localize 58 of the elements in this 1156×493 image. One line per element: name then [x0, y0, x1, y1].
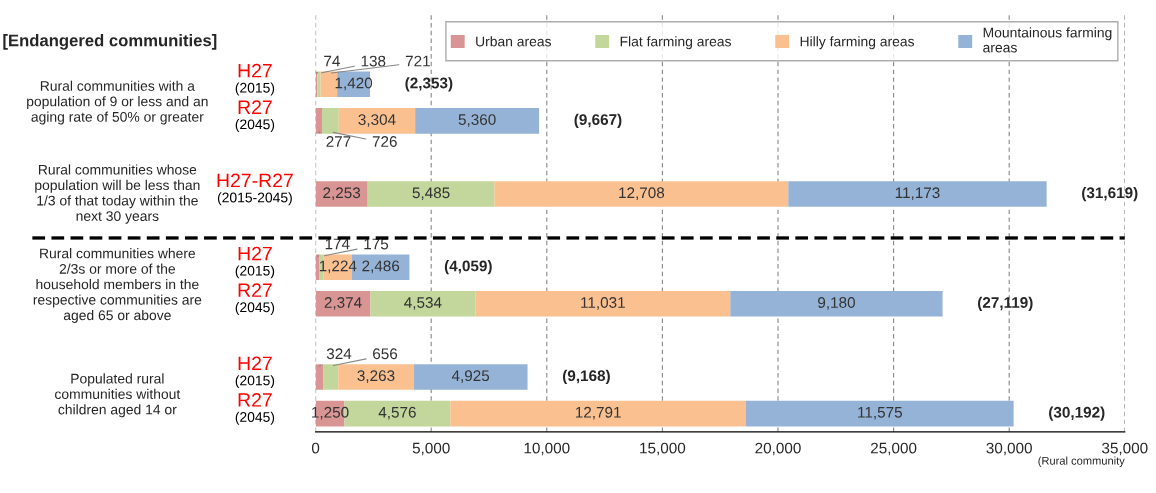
y-tick-label: H27 (2015)	[235, 356, 275, 389]
data-label: 726	[372, 136, 397, 147]
data-label: 12,791	[575, 406, 621, 420]
data-label: 2,374	[324, 297, 362, 310]
text: Populated rural communities without children aged 14 or	[55, 373, 181, 418]
data-label: 3,263	[357, 370, 395, 383]
x-tick-label: 15,000	[640, 442, 686, 456]
total-label: (4,059)	[444, 260, 492, 275]
data-label: 5,485	[412, 187, 450, 200]
y-tick-label: H27-R27 (2015-2045)	[217, 173, 293, 206]
data-label: 3,304	[358, 114, 396, 127]
x-tick-label: 0	[311, 442, 320, 454]
data-label: 11,031	[581, 297, 625, 310]
data-label: 9,180	[818, 297, 855, 310]
x-tick-label: 30,000	[986, 442, 1032, 456]
data-label: 11,173	[895, 187, 940, 200]
data-label: 277	[326, 136, 351, 147]
data-label: 4,576	[378, 406, 416, 420]
text: Rural communities with a population of 9 or less and an aging rate of 50% or greater	[27, 80, 208, 125]
y-tick-label: H27 (2015)	[235, 246, 275, 279]
text: [Endangered communities]	[3, 34, 217, 50]
data-label: 138	[361, 55, 386, 67]
data-label: 4,534	[404, 297, 442, 310]
total-label: (27,119)	[978, 296, 1033, 311]
data-label: 4,925	[451, 370, 490, 383]
x-tick-label: 20,000	[755, 442, 801, 456]
data-label: 11,575	[858, 407, 902, 420]
total-label: (31,619)	[1082, 186, 1138, 202]
x-tick-label: 10,000	[524, 442, 570, 456]
total-label: (2,353)	[405, 77, 453, 92]
total-label: (9,667)	[574, 113, 622, 129]
data-label: 324	[326, 348, 352, 360]
x-axis-title: (Rural community	[1038, 456, 1125, 467]
data-label: 74	[324, 55, 340, 67]
legend-label: Mountainous farming areas	[983, 27, 1112, 53]
x-tick-label: 25,000	[870, 442, 917, 456]
text: Rural communities where 2/3s or more of the household members in the respective communities are aged 65 or above	[33, 248, 202, 323]
data-label: 5,360	[458, 114, 496, 127]
data-label: 175	[364, 238, 389, 250]
legend-label: Flat farming areas	[620, 36, 731, 50]
y-tick-label: R27 (2045)	[235, 393, 275, 425]
y-tick-label: H27 (2015)	[235, 63, 275, 96]
x-tick-label: 5,000	[412, 442, 450, 456]
data-label: 12,708	[619, 187, 665, 200]
text: Rural communities whose population will be less than 1/3 of that today within the next 30 years	[35, 164, 200, 224]
data-label: 1,224	[319, 260, 357, 274]
legend-label: Urban areas	[476, 36, 552, 47]
data-label: 656	[373, 348, 398, 360]
data-label: 2,253	[323, 187, 361, 200]
y-tick-label: R27 (2045)	[235, 283, 275, 315]
data-label: 721	[405, 55, 430, 67]
total-label: (9,168)	[562, 369, 610, 385]
data-label: 174	[325, 238, 350, 250]
total-label: (30,192)	[1049, 406, 1105, 421]
x-tick-label: 35,000	[1102, 442, 1148, 456]
data-label: 2,486	[362, 260, 400, 274]
legend-label: Hilly farming areas	[800, 36, 915, 50]
y-tick-label: R27 (2045)	[235, 100, 275, 132]
